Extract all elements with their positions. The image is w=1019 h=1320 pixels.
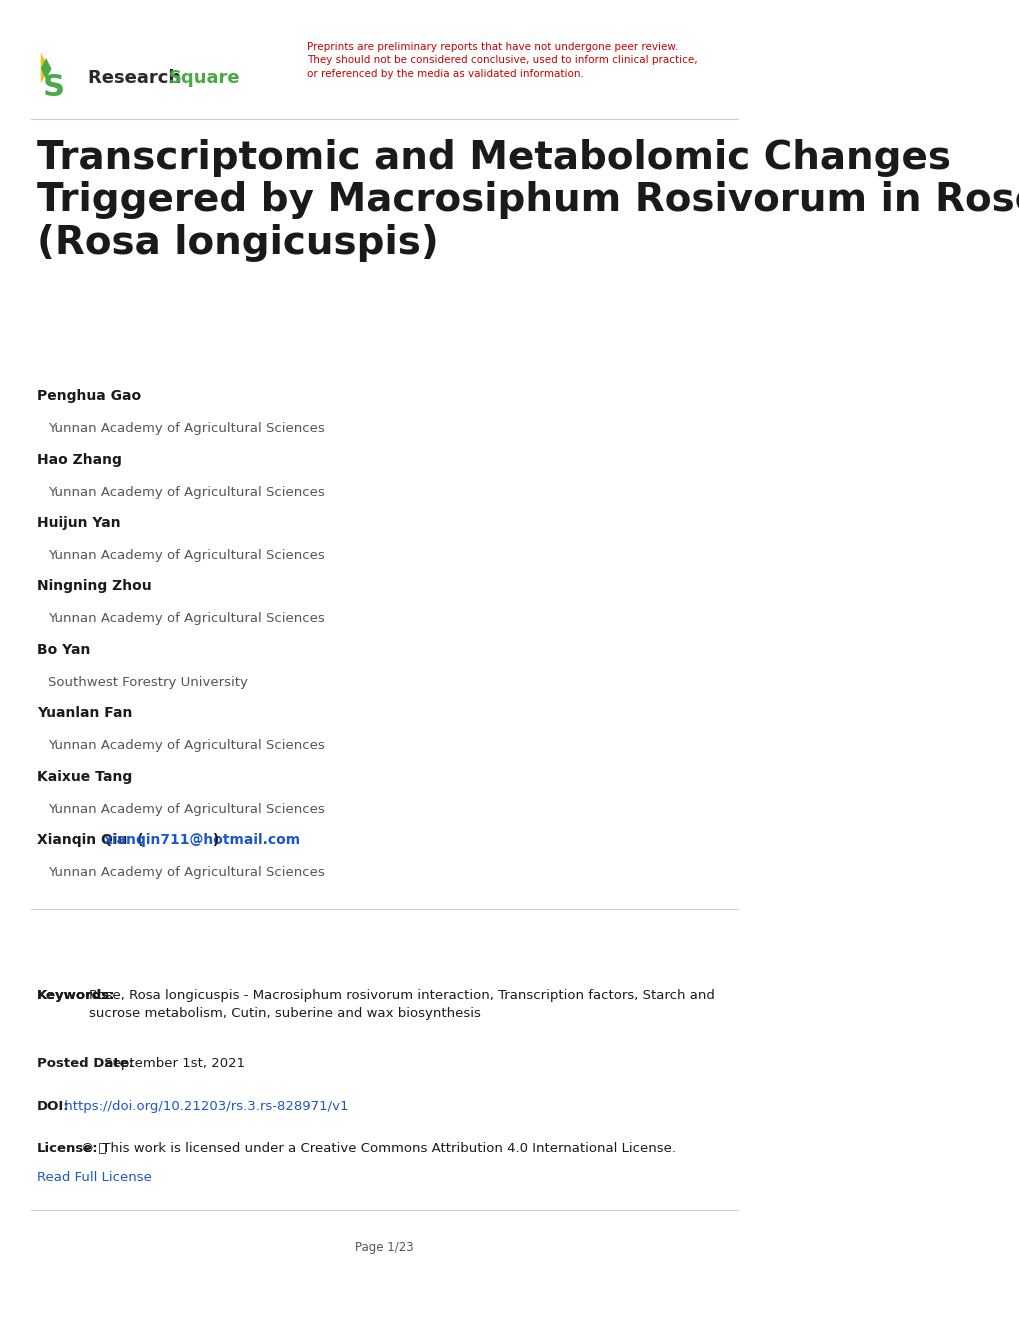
Text: ): ) xyxy=(208,833,219,847)
Text: xianqin711@hotmail.com: xianqin711@hotmail.com xyxy=(104,833,301,847)
Text: Southwest Forestry University: Southwest Forestry University xyxy=(48,676,248,689)
Text: Ningning Zhou: Ningning Zhou xyxy=(37,579,152,594)
Text: Kaixue Tang: Kaixue Tang xyxy=(37,770,132,784)
Text: Yunnan Academy of Agricultural Sciences: Yunnan Academy of Agricultural Sciences xyxy=(48,612,324,626)
Text: Research: Research xyxy=(89,69,187,87)
Text: Yunnan Academy of Agricultural Sciences: Yunnan Academy of Agricultural Sciences xyxy=(48,486,324,499)
Text: September 1st, 2021: September 1st, 2021 xyxy=(100,1057,245,1071)
Text: Keywords:: Keywords: xyxy=(37,989,115,1002)
Text: Yunnan Academy of Agricultural Sciences: Yunnan Academy of Agricultural Sciences xyxy=(48,549,324,562)
Text: Hao Zhang: Hao Zhang xyxy=(37,453,121,467)
Text: © ⓘ: © ⓘ xyxy=(82,1142,107,1155)
Text: Huijun Yan: Huijun Yan xyxy=(37,516,120,531)
Text: S: S xyxy=(42,73,64,102)
Text: Rose, Rosa longicuspis - Macrosiphum rosivorum interaction, Transcription factor: Rose, Rosa longicuspis - Macrosiphum ros… xyxy=(89,989,714,1019)
Text: https://doi.org/10.21203/rs.3.rs-828971/v1: https://doi.org/10.21203/rs.3.rs-828971/… xyxy=(60,1100,348,1113)
Text: Yunnan Academy of Agricultural Sciences: Yunnan Academy of Agricultural Sciences xyxy=(48,739,324,752)
Text: Bo Yan: Bo Yan xyxy=(37,643,90,657)
Text: Yunnan Academy of Agricultural Sciences: Yunnan Academy of Agricultural Sciences xyxy=(48,803,324,816)
Polygon shape xyxy=(41,53,50,83)
Text: Yunnan Academy of Agricultural Sciences: Yunnan Academy of Agricultural Sciences xyxy=(48,422,324,436)
Text: Square: Square xyxy=(169,69,240,87)
Text: Yuanlan Fan: Yuanlan Fan xyxy=(37,706,132,721)
Text: Preprints are preliminary reports that have not undergone peer review.
They shou: Preprints are preliminary reports that h… xyxy=(307,42,697,79)
Text: Penghua Gao: Penghua Gao xyxy=(37,389,141,404)
Text: License:: License: xyxy=(37,1142,99,1155)
Text: Page 1/23: Page 1/23 xyxy=(355,1241,413,1254)
Polygon shape xyxy=(41,58,51,79)
Text: DOI:: DOI: xyxy=(37,1100,69,1113)
Text: Keywords:: Keywords: xyxy=(37,989,115,1002)
Text: Xianqin Qiu  (: Xianqin Qiu ( xyxy=(37,833,144,847)
Text: Posted Date:: Posted Date: xyxy=(37,1057,133,1071)
Text: Read Full License: Read Full License xyxy=(37,1171,152,1184)
Text: Yunnan Academy of Agricultural Sciences: Yunnan Academy of Agricultural Sciences xyxy=(48,866,324,879)
Text: This work is licensed under a Creative Commons Attribution 4.0 International Lic: This work is licensed under a Creative C… xyxy=(98,1142,676,1155)
Text: Transcriptomic and Metabolomic Changes
Triggered by Macrosiphum Rosivorum in Ros: Transcriptomic and Metabolomic Changes T… xyxy=(37,139,1019,261)
